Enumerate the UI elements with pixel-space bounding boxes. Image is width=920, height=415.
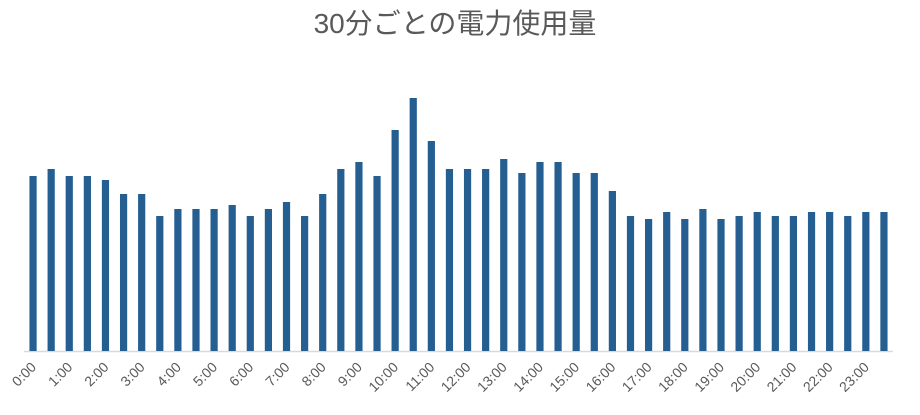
bar [228, 205, 236, 351]
x-tick-label: 20:00 [727, 359, 763, 395]
bar [373, 176, 381, 351]
x-tick-label: 5:00 [190, 359, 221, 390]
x-tick-label: 18:00 [655, 359, 691, 395]
bar [482, 169, 490, 351]
bar [554, 162, 562, 351]
x-tick-label: 0:00 [9, 359, 40, 390]
bar [355, 162, 363, 351]
bar [319, 194, 327, 351]
bar [844, 216, 852, 351]
x-tick-label: 1:00 [45, 359, 76, 390]
bar [789, 216, 798, 351]
bar [409, 98, 417, 351]
x-tick-label: 16:00 [582, 359, 618, 395]
bar [192, 209, 200, 351]
bar [608, 191, 616, 351]
bar [65, 176, 73, 351]
x-tick-label: 13:00 [474, 359, 510, 395]
bar [681, 219, 689, 351]
chart-title: 30分ごとの電力使用量 [314, 8, 597, 39]
bar [156, 216, 164, 351]
bar [29, 176, 37, 351]
x-tick-label: 2:00 [81, 359, 112, 390]
bar [119, 194, 128, 351]
x-tick-label: 4:00 [153, 359, 184, 390]
x-tick-label: 22:00 [800, 359, 836, 395]
bar [264, 209, 273, 351]
x-tick-label: 10:00 [365, 359, 401, 395]
bar [536, 162, 544, 351]
x-tick-label: 15:00 [546, 359, 582, 395]
bar [644, 219, 653, 351]
bar [699, 209, 707, 351]
x-tick-label: 11:00 [402, 359, 438, 395]
bar [717, 219, 725, 351]
bar [210, 209, 218, 351]
x-tick-label: 19:00 [691, 359, 727, 395]
bar [663, 212, 671, 351]
bar [826, 212, 834, 351]
bar [47, 169, 55, 351]
bar [807, 212, 816, 351]
bar [463, 169, 472, 351]
bar [735, 216, 743, 351]
bar [301, 216, 309, 351]
bar [445, 169, 454, 351]
bar [626, 216, 635, 351]
bar [282, 202, 291, 351]
bar [138, 194, 146, 351]
x-tick-label: 21:00 [763, 359, 799, 395]
x-tick-label: 12:00 [438, 359, 474, 395]
bar [337, 169, 345, 351]
x-tick-label: 6:00 [226, 359, 257, 390]
bar [880, 212, 888, 351]
bar [391, 130, 399, 351]
bar [83, 176, 91, 351]
bar [427, 141, 435, 351]
bar [518, 173, 526, 351]
x-tick-label: 3:00 [117, 359, 148, 390]
x-tick-label: 23:00 [836, 359, 872, 395]
bar [246, 216, 254, 351]
bar [590, 173, 598, 351]
bar [572, 173, 580, 351]
bar [101, 180, 110, 351]
bar [771, 216, 779, 351]
x-tick-label: 14:00 [510, 359, 546, 395]
bar [862, 212, 870, 351]
bar [753, 212, 761, 351]
bar [500, 159, 508, 351]
x-tick-label: 17:00 [619, 359, 655, 395]
x-tick-label: 9:00 [334, 359, 365, 390]
x-tick-label: 8:00 [298, 359, 329, 390]
x-tick-label: 7:00 [262, 359, 293, 390]
bar [174, 209, 182, 351]
